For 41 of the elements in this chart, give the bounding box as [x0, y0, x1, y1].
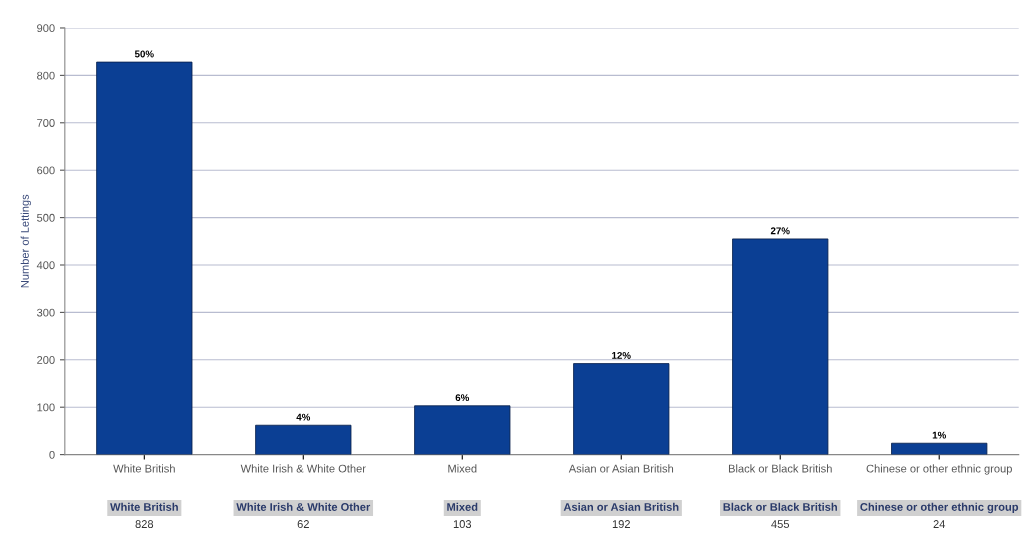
bar: [573, 363, 670, 455]
x-tick-label: Chinese or other ethnic group: [866, 464, 1012, 475]
x-tick-label: Mixed: [448, 464, 477, 473]
annotation: 50%: [134, 50, 154, 58]
y-tick-label: 600: [37, 166, 55, 175]
y-tick-label: 400: [36, 261, 55, 270]
annotation: 12%: [612, 352, 631, 359]
annotation: 4%: [296, 413, 311, 421]
bar: [891, 442, 988, 455]
y-tick-label: 900: [37, 24, 55, 33]
x-tick-label: Black or Black British: [728, 464, 832, 473]
y-axis-title: Number of Lettings: [20, 194, 32, 288]
data-label: 828: [135, 520, 154, 528]
category-label: Mixed: [447, 502, 478, 511]
annotation: 6%: [455, 394, 470, 402]
data-label: 192: [612, 520, 630, 528]
annotation: 27%: [770, 227, 790, 235]
bar: [96, 61, 193, 455]
y-tick-label: 700: [37, 119, 55, 127]
bar: [732, 238, 829, 455]
data-label: 103: [453, 520, 472, 528]
category-label: Asian or Asian British: [563, 502, 679, 511]
annotation: 1%: [932, 431, 946, 439]
x-tick-label: White British: [113, 464, 175, 473]
bar: [255, 424, 352, 455]
x-tick-label: White Irish & White Other: [240, 464, 366, 473]
category-label: Chinese or other ethnic group: [860, 502, 1019, 514]
y-tick-label: 100: [37, 403, 55, 412]
category-label: Black or Black British: [723, 502, 837, 511]
category-label: White Irish & White Other: [236, 502, 371, 511]
data-label: 62: [297, 520, 309, 528]
y-tick-label: 800: [37, 71, 55, 80]
y-tick-label: 0: [49, 450, 55, 459]
y-tick-label: 200: [37, 356, 55, 364]
data-label: 24: [933, 520, 946, 528]
y-tick-label: 500: [37, 213, 55, 222]
x-tick-label: Asian or Asian British: [568, 464, 674, 473]
category-label: White British: [110, 502, 178, 511]
bar: [414, 405, 511, 455]
data-label: 455: [771, 520, 790, 528]
y-tick-label: 300: [36, 308, 55, 317]
